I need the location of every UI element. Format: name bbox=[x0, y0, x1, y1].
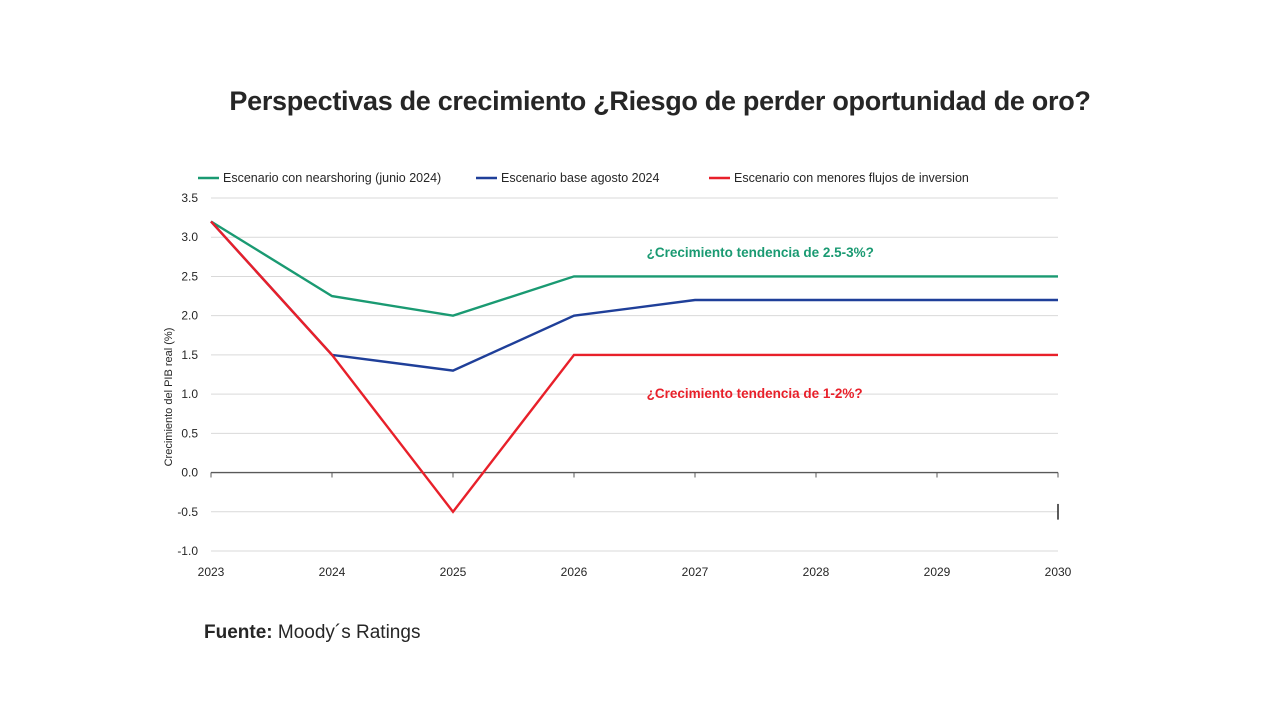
y-tick-label: 1.0 bbox=[181, 387, 198, 401]
y-axis-ticks: 3.5 3.0 2.5 2.0 1.5 1.0 0.5 0.0 -0.5 -1.0 bbox=[177, 191, 198, 558]
x-axis-ticks: 2023 2024 2025 2026 2027 2028 2029 2030 bbox=[198, 565, 1072, 579]
y-tick-label: 2.5 bbox=[181, 269, 198, 283]
y-tick-label: 3.0 bbox=[181, 230, 198, 244]
y-tick-label: 0.0 bbox=[181, 466, 198, 480]
y-tick-label: 3.5 bbox=[181, 191, 198, 205]
x-tick-label: 2023 bbox=[198, 565, 225, 579]
y-tick-label: 0.5 bbox=[181, 426, 198, 440]
x-tick-label: 2027 bbox=[682, 565, 709, 579]
line-chart: Escenario con nearshoring (junio 2024) Es… bbox=[163, 171, 1072, 579]
y-tick-label: 1.5 bbox=[181, 348, 198, 362]
legend: Escenario con nearshoring (junio 2024) Es… bbox=[198, 171, 969, 185]
x-axis bbox=[210, 471, 1059, 520]
series-lines bbox=[210, 220, 1058, 514]
y-tick-label: 2.0 bbox=[181, 309, 198, 323]
legend-label: Escenario con menores flujos de inversio… bbox=[734, 171, 969, 185]
chart-title: Perspectivas de crecimiento ¿Riesgo de p… bbox=[229, 86, 1091, 116]
series-line bbox=[210, 220, 1058, 317]
x-tick-label: 2026 bbox=[561, 565, 588, 579]
x-tick-label: 2028 bbox=[803, 565, 830, 579]
source-label: Fuente: bbox=[204, 622, 273, 643]
series-line bbox=[210, 220, 1058, 372]
y-tick-label: -0.5 bbox=[177, 505, 198, 519]
source-value: Moody´s Ratings bbox=[272, 622, 421, 643]
source-note: Fuente: Moody´s Ratings bbox=[204, 622, 420, 644]
x-tick-label: 2024 bbox=[319, 565, 346, 579]
gridlines bbox=[211, 197, 1058, 552]
annotation-label: ¿Crecimiento tendencia de 1-2%? bbox=[647, 386, 863, 401]
legend-label: Escenario base agosto 2024 bbox=[501, 171, 659, 185]
x-tick-label: 2025 bbox=[440, 565, 467, 579]
annotations: ¿Crecimiento tendencia de 2.5-3%? ¿Crecim… bbox=[647, 245, 874, 401]
annotation-label: ¿Crecimiento tendencia de 2.5-3%? bbox=[647, 245, 874, 260]
y-tick-label: -1.0 bbox=[177, 544, 198, 558]
series-line bbox=[210, 220, 1058, 514]
legend-label: Escenario con nearshoring (junio 2024) bbox=[223, 171, 441, 185]
x-tick-label: 2029 bbox=[924, 565, 951, 579]
y-axis-label: Crecimiento del PIB real (%) bbox=[163, 328, 175, 467]
x-tick-label: 2030 bbox=[1045, 565, 1072, 579]
